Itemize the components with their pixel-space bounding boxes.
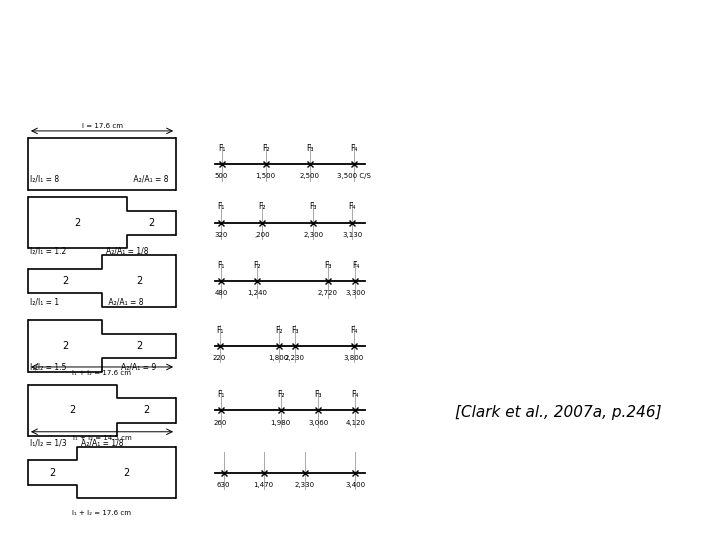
Text: ,200: ,200 xyxy=(254,232,270,238)
Text: B Möbius: B Möbius xyxy=(213,516,274,529)
Text: F₄: F₄ xyxy=(348,202,356,212)
Text: 2,330: 2,330 xyxy=(294,482,315,488)
Text: l₁ + l₂ = 17.6 cm: l₁ + l₂ = 17.6 cm xyxy=(73,370,132,376)
Text: F₃: F₃ xyxy=(291,326,299,335)
Text: 2: 2 xyxy=(148,218,155,227)
Text: l₁ + l₂ = 14.5 cm: l₁ + l₂ = 14.5 cm xyxy=(73,435,131,441)
Text: 2: 2 xyxy=(123,468,130,477)
Text: 3,500 C/S: 3,500 C/S xyxy=(337,173,371,179)
Text: 1,240: 1,240 xyxy=(248,290,267,296)
Text: F₁: F₁ xyxy=(217,390,224,400)
Text: l₁/l₂ = 1/3: l₁/l₂ = 1/3 xyxy=(30,438,67,448)
Text: F₄: F₄ xyxy=(351,390,359,400)
Text: 3,400: 3,400 xyxy=(346,482,366,488)
Text: F₃: F₃ xyxy=(324,261,332,270)
Text: 2: 2 xyxy=(62,341,68,350)
Text: 2: 2 xyxy=(69,406,76,415)
Text: Formant synthesis: Formant synthesis xyxy=(305,516,428,529)
Text: 2: 2 xyxy=(136,341,142,350)
Text: l₁/l₂ = 1.5: l₁/l₂ = 1.5 xyxy=(30,362,66,372)
Text: F₁: F₁ xyxy=(218,144,225,153)
Text: 2: 2 xyxy=(49,468,55,477)
Text: 2: 2 xyxy=(74,218,81,227)
Text: 2,300: 2,300 xyxy=(303,232,323,238)
Text: 3,800: 3,800 xyxy=(343,355,364,361)
Text: l = 17.6 cm: l = 17.6 cm xyxy=(81,123,122,129)
Text: 2: 2 xyxy=(62,276,68,286)
Text: 1,800: 1,800 xyxy=(269,355,289,361)
Text: A₂/A₁ = 8: A₂/A₁ = 8 xyxy=(131,174,168,184)
Text: l₁ + l₂ = 17.6 cm: l₁ + l₂ = 17.6 cm xyxy=(73,510,132,516)
Text: F₃: F₃ xyxy=(315,390,322,400)
Text: 3,300: 3,300 xyxy=(346,290,366,296)
Text: l₂/l₁ = 8: l₂/l₁ = 8 xyxy=(30,174,59,184)
Text: [Clark et al., 2007a, p.246]: [Clark et al., 2007a, p.246] xyxy=(455,405,662,420)
Text: 1,500: 1,500 xyxy=(256,173,276,179)
Text: F₂: F₂ xyxy=(262,144,269,153)
Text: 2: 2 xyxy=(143,406,150,415)
Text: F₃: F₃ xyxy=(306,144,314,153)
Text: F₂: F₂ xyxy=(276,390,284,400)
Text: Tube model with varying cross-section: Tube model with varying cross-section xyxy=(13,80,526,104)
Text: 630: 630 xyxy=(217,482,230,488)
Text: 4,120: 4,120 xyxy=(345,420,365,426)
Text: 320: 320 xyxy=(214,232,228,238)
Text: A₂/A₁ = 9: A₂/A₁ = 9 xyxy=(121,362,156,372)
Text: F₂: F₂ xyxy=(258,202,266,212)
Text: F₂: F₂ xyxy=(275,326,282,335)
Text: 2,720: 2,720 xyxy=(318,290,338,296)
Text: 2,230: 2,230 xyxy=(285,355,305,361)
Text: F₄: F₄ xyxy=(350,326,357,335)
Text: 1,470: 1,470 xyxy=(253,482,274,488)
Text: 480: 480 xyxy=(215,290,228,296)
Text: F₂: F₂ xyxy=(253,261,261,270)
Text: 2,500: 2,500 xyxy=(300,173,320,179)
Text: l₂/l₁ = 1.2: l₂/l₁ = 1.2 xyxy=(30,247,66,256)
Text: 11: 11 xyxy=(688,516,707,529)
Text: 260: 260 xyxy=(214,420,228,426)
Text: F₁: F₁ xyxy=(217,261,225,270)
Text: 3,130: 3,130 xyxy=(342,232,362,238)
Text: 1,980: 1,980 xyxy=(271,420,291,426)
Text: F₄: F₄ xyxy=(351,144,358,153)
Text: 2: 2 xyxy=(136,276,142,286)
Text: F₁: F₁ xyxy=(216,326,223,335)
Text: A₂/A₁ = 1/8: A₂/A₁ = 1/8 xyxy=(106,247,148,256)
Text: A₂/A₁ = 8: A₂/A₁ = 8 xyxy=(106,298,143,307)
Text: l₂/l₁ = 1: l₂/l₁ = 1 xyxy=(30,298,59,307)
Text: A₂/A₁ = 1/8: A₂/A₁ = 1/8 xyxy=(81,438,123,448)
Text: F₁: F₁ xyxy=(217,202,225,212)
Text: 3,060: 3,060 xyxy=(308,420,328,426)
Text: 500: 500 xyxy=(215,173,228,179)
Text: F₄: F₄ xyxy=(352,261,359,270)
Text: F₃: F₃ xyxy=(310,202,318,212)
Text: 220: 220 xyxy=(213,355,226,361)
